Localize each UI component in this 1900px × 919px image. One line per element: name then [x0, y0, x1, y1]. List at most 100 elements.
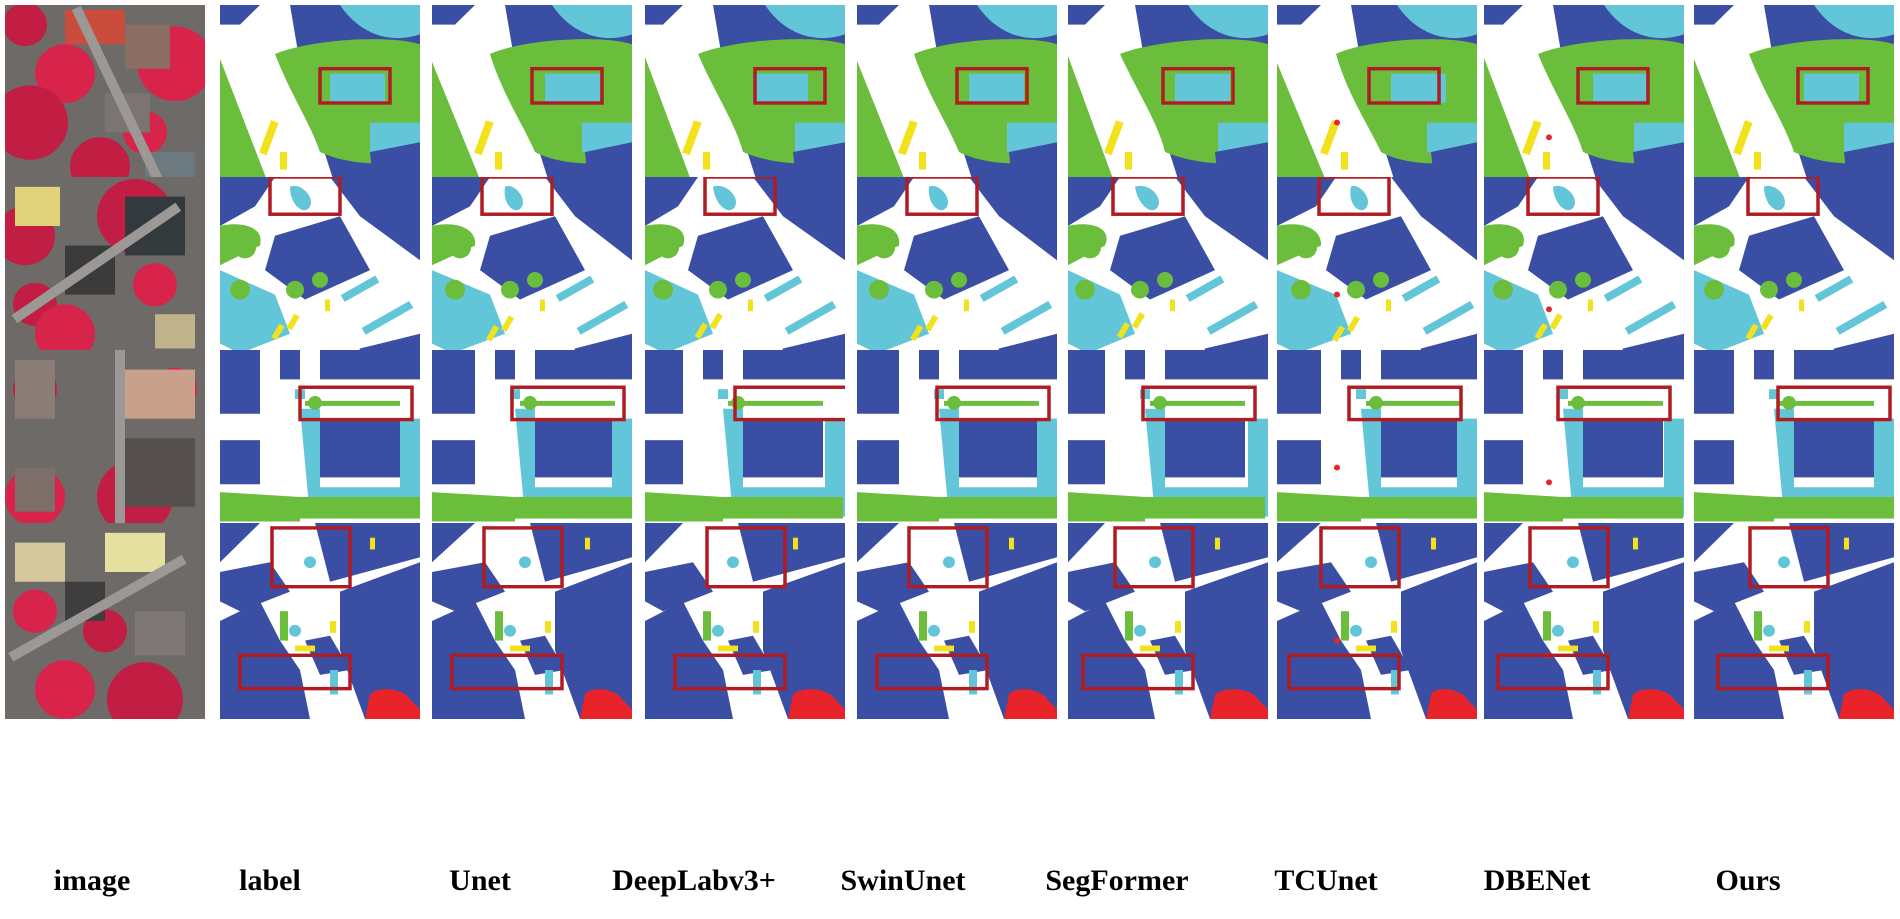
highlight-box [1776, 385, 1892, 422]
highlight-box [753, 66, 827, 105]
segmentation-map-tile [1484, 523, 1684, 719]
segmentation-map-tile [1694, 5, 1894, 201]
segmentation-map-tile [432, 523, 632, 719]
segmentation-map-tile [645, 523, 845, 719]
aerial-image [5, 523, 205, 719]
highlight-box [480, 177, 554, 216]
highlight-box [955, 66, 1029, 105]
segmentation-map-tile [220, 5, 420, 201]
segmentation-map-tile [1068, 177, 1268, 373]
segmentation-map-tile [1068, 523, 1268, 719]
segmentation-map [432, 523, 632, 719]
highlight-box [270, 526, 352, 589]
segmentation-map [857, 523, 1057, 719]
highlight-box [1748, 526, 1830, 589]
highlight-box [1113, 526, 1195, 589]
segmentation-map-tile [1484, 5, 1684, 201]
caption-image: image [53, 864, 131, 897]
segmentation-map [1484, 523, 1684, 719]
highlight-box [1367, 66, 1441, 105]
highlight-box [1716, 653, 1830, 691]
segmentation-map [857, 177, 1057, 373]
segmentation-map [645, 523, 845, 719]
segmentation-map [857, 350, 1057, 543]
segmentation-map-tile [1068, 5, 1268, 201]
caption-label: label [239, 864, 301, 897]
segmentation-map [1484, 177, 1684, 373]
segmentation-map [1484, 5, 1684, 201]
aerial-image-tile [5, 523, 205, 719]
segmentation-map-tile [1277, 523, 1477, 719]
segmentation-map-tile [220, 350, 420, 546]
segmentation-map-tile [645, 5, 845, 201]
segmentation-map-tile [857, 5, 1057, 201]
segmentation-map [1694, 5, 1894, 201]
segmentation-map-tile [857, 350, 1057, 546]
segmentation-map [1694, 177, 1894, 373]
segmentation-map-tile [1694, 350, 1894, 546]
highlight-box [733, 385, 845, 422]
segmentation-map [645, 177, 845, 373]
segmentation-map [1068, 350, 1268, 543]
segmentation-map-tile [432, 5, 632, 201]
segmentation-map-tile [1694, 523, 1894, 719]
aerial-image-tile [5, 177, 205, 373]
caption-unet: Unet [449, 864, 511, 897]
segmentation-map [1068, 177, 1268, 373]
segmentation-map-tile [1277, 350, 1477, 546]
segmentation-map [432, 177, 632, 373]
highlight-box [875, 653, 989, 691]
highlight-box [1556, 385, 1672, 422]
segmentation-map [1068, 523, 1268, 719]
caption-segformer: SegFormer [1045, 864, 1189, 897]
highlight-box [318, 66, 392, 105]
segmentation-map [1277, 177, 1477, 373]
segmentation-map [1484, 350, 1684, 543]
highlight-box [1347, 385, 1463, 422]
segmentation-map-tile [220, 523, 420, 719]
segmentation-map [1694, 523, 1894, 719]
highlight-box [1496, 653, 1610, 691]
segmentation-map [1694, 350, 1894, 543]
highlight-box [1111, 177, 1185, 216]
caption-swinunet: SwinUnet [840, 864, 966, 897]
caption-dbenet: DBENet [1483, 864, 1591, 897]
segmentation-map [645, 5, 845, 201]
highlight-box [298, 385, 414, 422]
aerial-image [5, 350, 205, 546]
segmentation-map-tile [1068, 350, 1268, 546]
highlight-box [1528, 526, 1610, 589]
highlight-box [1746, 177, 1820, 216]
caption-tcunet: TCUnet [1274, 864, 1378, 897]
segmentation-map [1277, 5, 1477, 201]
highlight-box [1081, 653, 1195, 691]
segmentation-map [1277, 350, 1477, 543]
highlight-box [705, 526, 787, 589]
segmentation-map-tile [432, 350, 632, 546]
segmentation-map-tile [1484, 350, 1684, 546]
segmentation-map [1277, 523, 1477, 719]
segmentation-map [857, 5, 1057, 201]
caption-ours: Ours [1715, 864, 1781, 897]
aerial-image-tile [5, 5, 205, 201]
highlight-box [510, 385, 626, 422]
highlight-box [482, 526, 564, 589]
highlight-box [905, 177, 979, 216]
segmentation-map [1068, 5, 1268, 201]
segmentation-map [220, 350, 420, 543]
segmentation-map-tile [220, 177, 420, 373]
highlight-box [907, 526, 989, 589]
highlight-box [673, 653, 787, 691]
segmentation-map-tile [1484, 177, 1684, 373]
segmentation-map-tile [432, 177, 632, 373]
segmentation-map-tile [857, 177, 1057, 373]
aerial-image [5, 5, 205, 201]
aerial-image [5, 177, 205, 373]
highlight-box [1287, 653, 1401, 691]
segmentation-map-tile [1277, 177, 1477, 373]
segmentation-map [220, 177, 420, 373]
highlight-box [1576, 66, 1650, 105]
segmentation-map-tile [857, 523, 1057, 719]
segmentation-map-tile [645, 177, 845, 373]
